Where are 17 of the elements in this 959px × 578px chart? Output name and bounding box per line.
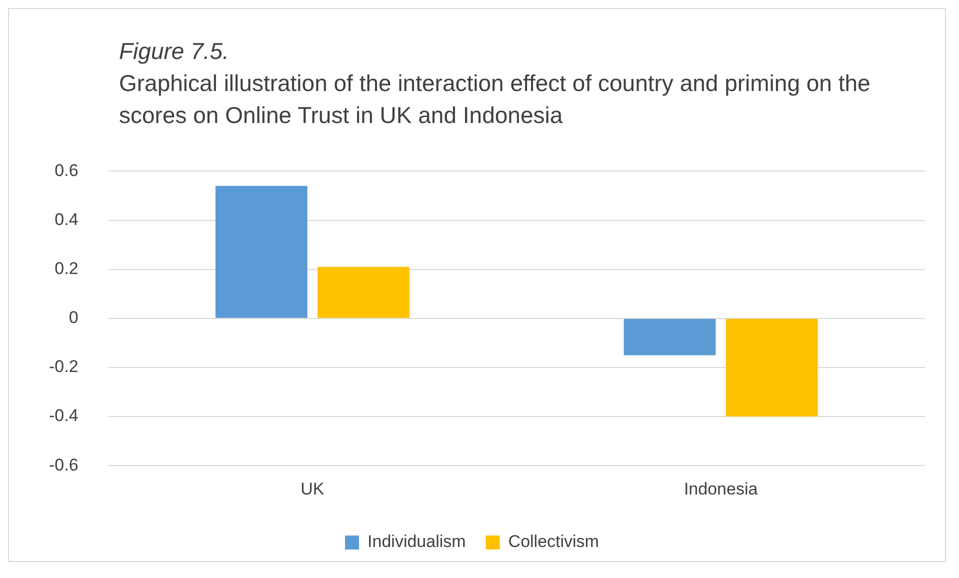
y-tick-label: 0 <box>68 308 78 328</box>
y-tick-label: 0.4 <box>54 210 78 229</box>
bar <box>726 318 818 417</box>
bar <box>215 186 308 318</box>
legend-label: Individualism <box>368 532 466 552</box>
y-tick-label: 0.6 <box>54 160 78 180</box>
bar <box>624 318 716 356</box>
y-tick-label: -0.4 <box>48 406 78 426</box>
bar <box>318 266 410 318</box>
y-tick-label: -0.2 <box>48 357 78 376</box>
chart-subtitle: Graphical illustration of the interaction effect of country and priming on the scores on Online Trust in UK and Indonesia <box>119 69 872 130</box>
x-tick-label: Indonesia <box>684 479 758 498</box>
chart-title: Figure 7.5. <box>119 37 230 66</box>
y-tick-label: -0.6 <box>48 455 78 474</box>
y-tick-label: 0.2 <box>54 259 78 278</box>
x-tick-label: UK <box>300 479 325 498</box>
legend-label: Collectivism <box>508 532 599 552</box>
